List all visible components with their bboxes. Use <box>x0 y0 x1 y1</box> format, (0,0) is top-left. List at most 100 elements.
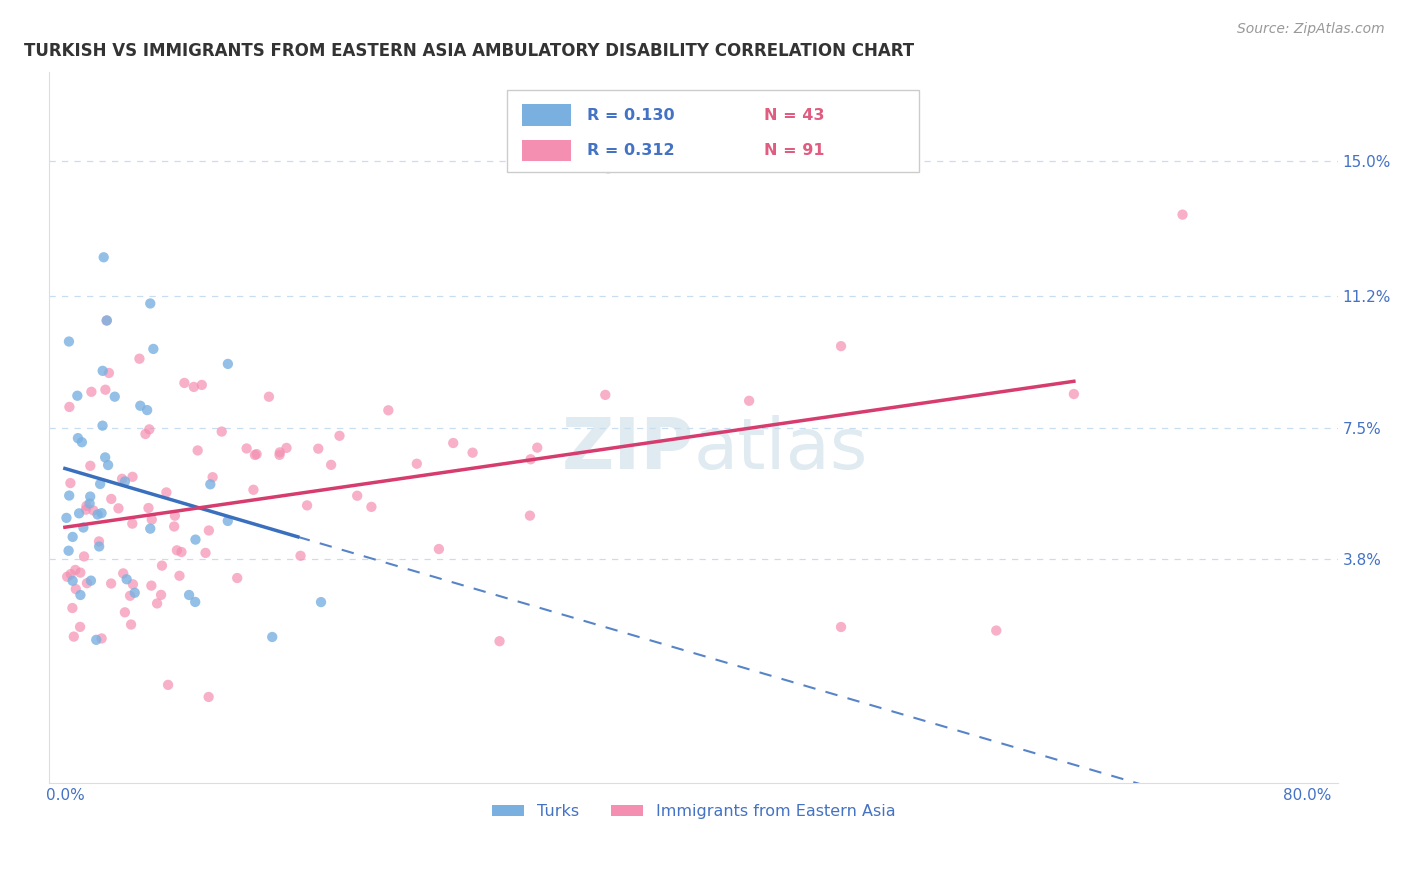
Point <box>198 524 221 538</box>
Point <box>595 388 617 402</box>
Point <box>65 563 87 577</box>
Text: atlas: atlas <box>693 415 868 483</box>
Point <box>169 569 191 583</box>
Point <box>177 588 200 602</box>
Point <box>89 540 111 554</box>
Point <box>142 342 165 356</box>
Point <box>80 574 103 588</box>
Point <box>120 589 142 603</box>
Point <box>187 443 209 458</box>
Point <box>138 422 160 436</box>
Point <box>150 558 173 573</box>
Point <box>526 441 548 455</box>
Point <box>69 566 91 580</box>
FancyBboxPatch shape <box>506 90 920 172</box>
Point <box>262 630 284 644</box>
Point <box>328 429 350 443</box>
Point <box>97 458 120 472</box>
Point <box>217 514 239 528</box>
Point <box>79 490 101 504</box>
Point <box>488 634 510 648</box>
Point <box>1171 208 1194 222</box>
Point <box>157 678 180 692</box>
Point <box>62 574 84 588</box>
Point <box>191 378 214 392</box>
Point <box>295 499 318 513</box>
Point <box>134 427 156 442</box>
Point <box>65 582 87 596</box>
Point <box>89 477 111 491</box>
Point <box>321 458 343 472</box>
Point <box>67 506 90 520</box>
Point <box>269 448 291 462</box>
Point <box>290 549 312 563</box>
Point <box>173 376 195 390</box>
Point <box>519 452 541 467</box>
Point <box>100 491 122 506</box>
Point <box>519 508 541 523</box>
Point <box>598 161 620 176</box>
Point <box>70 435 93 450</box>
Point <box>90 506 112 520</box>
Point <box>163 508 186 523</box>
Point <box>72 520 94 534</box>
Point <box>58 334 80 349</box>
Point <box>246 447 269 461</box>
Point <box>94 450 117 465</box>
Point <box>73 549 96 564</box>
Text: Source: ZipAtlas.com: Source: ZipAtlas.com <box>1237 22 1385 37</box>
Point <box>141 579 163 593</box>
Point <box>307 442 329 456</box>
Point <box>183 380 205 394</box>
Point <box>461 445 484 459</box>
Point <box>58 400 80 414</box>
Point <box>441 436 464 450</box>
Point <box>211 425 233 439</box>
Point <box>104 390 127 404</box>
Point <box>62 530 84 544</box>
Point <box>138 501 160 516</box>
Point <box>80 384 103 399</box>
Point <box>146 597 169 611</box>
Point <box>76 576 98 591</box>
Point <box>235 442 257 456</box>
Text: TURKISH VS IMMIGRANTS FROM EASTERN ASIA AMBULATORY DISABILITY CORRELATION CHART: TURKISH VS IMMIGRANTS FROM EASTERN ASIA … <box>24 42 914 60</box>
Point <box>86 508 108 522</box>
Point <box>194 546 217 560</box>
Point <box>830 620 852 634</box>
Point <box>96 313 118 327</box>
Point <box>107 501 129 516</box>
Point <box>166 543 188 558</box>
Point <box>84 632 107 647</box>
Point <box>150 588 173 602</box>
Point <box>269 445 291 459</box>
Point <box>377 403 399 417</box>
Point <box>55 511 77 525</box>
Point <box>58 489 80 503</box>
Point <box>66 431 89 445</box>
Point <box>66 389 89 403</box>
Point <box>59 476 82 491</box>
Point <box>243 448 266 462</box>
Point <box>90 632 112 646</box>
Point <box>141 512 163 526</box>
FancyBboxPatch shape <box>522 140 571 161</box>
Text: N = 91: N = 91 <box>765 143 825 158</box>
Point <box>69 620 91 634</box>
Point <box>217 357 239 371</box>
Point <box>1063 387 1085 401</box>
Text: ZIP: ZIP <box>561 415 693 483</box>
Point <box>184 595 207 609</box>
Point <box>114 605 136 619</box>
Point <box>93 250 115 264</box>
Point <box>58 543 80 558</box>
Point <box>79 496 101 510</box>
Point <box>136 403 159 417</box>
Point <box>201 470 224 484</box>
Point <box>163 519 186 533</box>
Point <box>139 522 162 536</box>
Point <box>82 503 104 517</box>
Point <box>91 418 114 433</box>
Point <box>115 572 138 586</box>
Point <box>91 364 114 378</box>
